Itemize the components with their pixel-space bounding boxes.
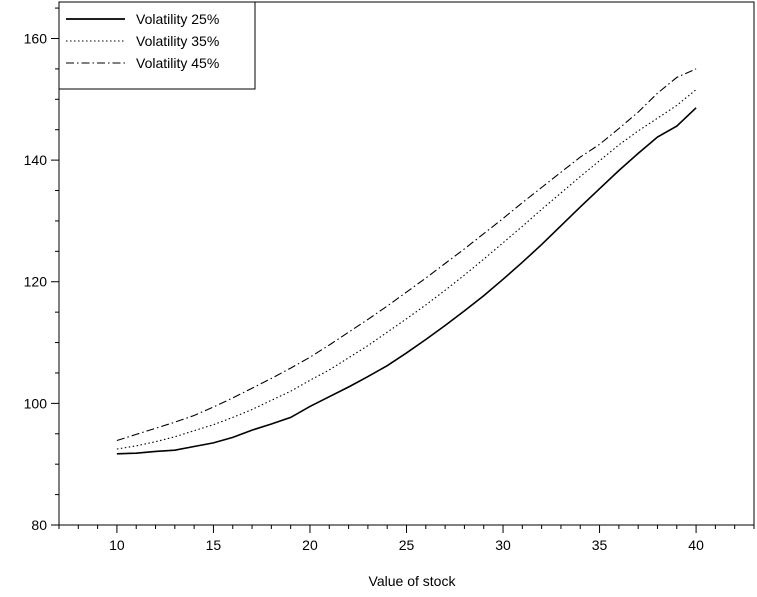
x-tick-label: 30 <box>495 537 511 553</box>
series-lines <box>116 68 697 455</box>
legend-box <box>58 1 256 90</box>
x-axis-label: Value of stock <box>369 573 457 589</box>
y-tick-label: 160 <box>24 30 48 46</box>
x-tick-label: 40 <box>688 537 704 553</box>
y-tick-label: 100 <box>24 395 48 411</box>
legend-label: Volatility 35% <box>136 33 219 49</box>
x-tick-label: 15 <box>206 537 222 553</box>
legend-label: Volatility 25% <box>136 11 219 27</box>
x-tick-label: 25 <box>399 537 415 553</box>
x-tick-label: 35 <box>592 537 608 553</box>
x-tick-label: 10 <box>109 537 125 553</box>
y-tick-label: 140 <box>24 152 48 168</box>
y-tick-label: 120 <box>24 274 48 290</box>
x-axis-ticks: 10 15 20 25 30 35 40 <box>58 525 755 553</box>
x-tick-label: 20 <box>302 537 318 553</box>
legend-label: Volatility 45% <box>136 55 219 71</box>
series-line-2 <box>116 89 697 450</box>
series-line-3 <box>116 68 697 442</box>
y-axis-ticks: 80 100 120 140 160 <box>24 7 59 533</box>
y-tick-label: 80 <box>31 517 47 533</box>
legend: Volatility 25% Volatility 35% Volatility 4… <box>58 1 256 90</box>
series-line-1 <box>116 107 697 455</box>
